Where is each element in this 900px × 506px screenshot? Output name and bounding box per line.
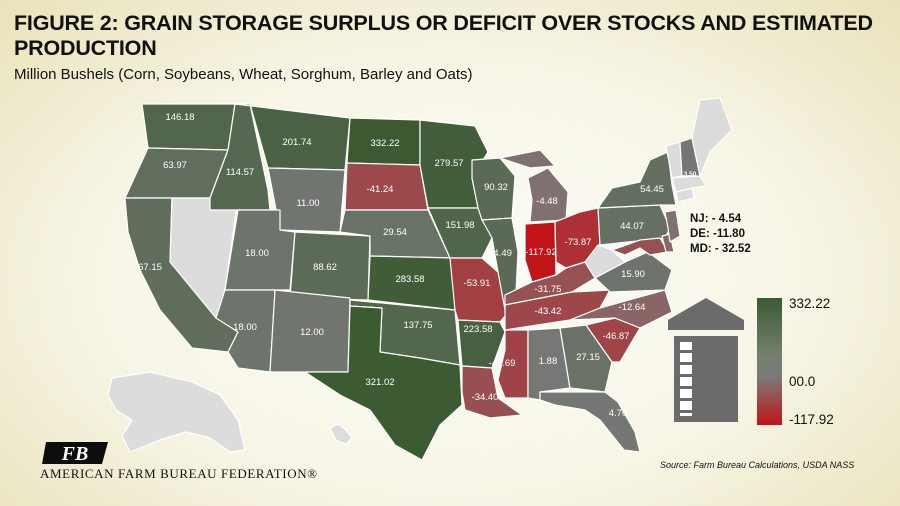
figure-subtitle: Million Bushels (Corn, Soybeans, Wheat, … [14, 66, 473, 83]
small-states-callout: NJ: - 4.54 DE: -11.80 MD: - 32.52 [690, 212, 751, 257]
label-ND: 332.22 [370, 138, 399, 149]
legend-max-label: 332.22 [789, 296, 831, 311]
grain-bin-icon [668, 298, 744, 422]
label-PA: 44.07 [620, 221, 644, 232]
label-WY: 11.00 [296, 198, 319, 209]
afbf-logo-icon: FB [42, 442, 108, 465]
state-HI [329, 423, 353, 445]
label-MO: -53.91 [464, 278, 491, 289]
label-MI: -4.48 [536, 196, 558, 207]
label-KY: -31.75 [535, 284, 562, 295]
label-AR: 223.58 [463, 324, 492, 335]
label-OK: 137.75 [403, 320, 432, 331]
label-OR: 63.97 [163, 160, 187, 171]
label-MN: 279.57 [434, 158, 463, 169]
state-LA [461, 365, 523, 419]
label-NH: 3.50 [684, 171, 697, 178]
state-AR [457, 319, 506, 369]
label-NY: 54.45 [640, 184, 664, 195]
org-name: AMERICAN FARM BUREAU FEDERATION® [40, 466, 318, 481]
label-OH: -73.87 [565, 237, 592, 248]
label-WA: 146.18 [165, 112, 194, 123]
state-WA [141, 103, 236, 151]
legend-mid-label: 00.0 [789, 374, 816, 389]
state-SC [585, 317, 641, 363]
legend-min-label: -117.92 [789, 412, 834, 427]
source-note: Source: Farm Bureau Calculations, USDA N… [660, 460, 855, 470]
figure-title: FIGURE 2: GRAIN STORAGE SURPLUS OR DEFIC… [14, 11, 873, 60]
label-FL: 4.70 [609, 408, 628, 419]
label-MS: -48.69 [489, 358, 516, 369]
label-SC: -46.87 [603, 331, 630, 342]
state-ME [691, 97, 733, 177]
label-LA: -34.40 [472, 392, 499, 403]
label-AZ: 18.00 [233, 322, 257, 333]
label-IL: 94.49 [488, 248, 512, 259]
label-WI: 90.32 [484, 182, 508, 193]
label-CA: 67.15 [138, 262, 162, 273]
state-GA [559, 324, 613, 393]
state-NY [597, 151, 677, 209]
state-MD [611, 237, 669, 256]
label-NC: -12.64 [619, 302, 646, 313]
label-VA: 15.90 [621, 269, 645, 280]
label-UT: 18.00 [245, 248, 269, 259]
state-FL [539, 391, 641, 453]
label-TN: -43.42 [535, 306, 562, 317]
label-SD: -41.24 [367, 184, 394, 195]
label-IN: -117.92 [525, 247, 557, 258]
label-CO: 88.62 [313, 262, 337, 273]
label-NM: 12.00 [300, 327, 324, 338]
callout-nj: NJ: - 4.54 [690, 213, 742, 225]
state-TX [304, 305, 463, 461]
callout-de: DE: -11.80 [690, 228, 745, 240]
legend-color-scale [757, 298, 782, 425]
state-NJ [664, 209, 681, 243]
state-IA [427, 207, 493, 259]
label-TX: 321.02 [365, 377, 394, 388]
label-IA: 151.98 [445, 220, 474, 231]
label-AL: 1.88 [539, 356, 558, 367]
label-MT: 201.74 [282, 137, 311, 148]
label-GA: 27.15 [576, 352, 600, 363]
callout-md: MD: - 32.52 [690, 243, 751, 255]
label-NE: 29.54 [383, 227, 407, 238]
label-KS: 283.58 [395, 274, 424, 285]
logo-text: FB [61, 443, 89, 465]
state-WV [584, 244, 626, 279]
label-ID: 114.57 [226, 167, 254, 178]
state-AK [107, 371, 246, 453]
